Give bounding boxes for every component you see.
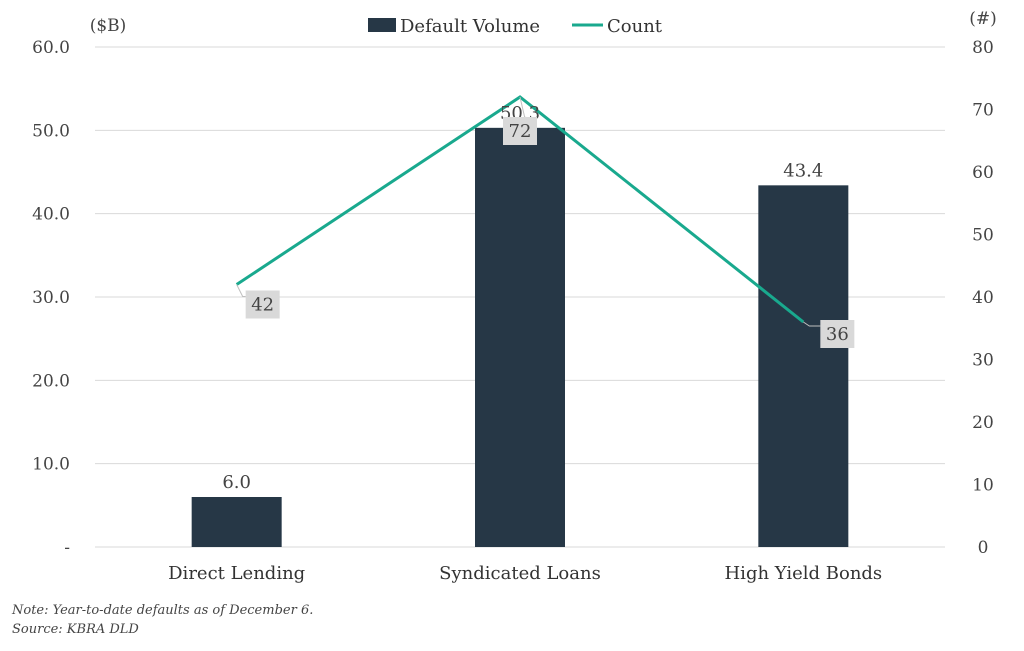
left-axis-unit: ($B) — [90, 16, 127, 36]
right-tick-label: 40 — [972, 288, 994, 308]
count-value-label: 72 — [509, 121, 532, 142]
legend-label-bar: Default Volume — [400, 16, 540, 37]
bars — [191, 127, 849, 548]
category-label: High Yield Bonds — [724, 563, 882, 584]
axes: - 10.0 20.0 30.0 40.0 50.0 60.0 0 10 20 30 40 50 60 70… — [32, 9, 997, 584]
note-text: Note: Year-to-date defaults as of Decemb… — [12, 603, 314, 618]
bar — [758, 185, 849, 548]
count-label-leader — [236, 284, 246, 297]
category-label: Syndicated Loans — [439, 563, 601, 584]
bar-value-label: 6.0 — [222, 472, 251, 493]
legend-label-line: Count — [607, 16, 663, 37]
left-tick-label: 30.0 — [32, 288, 70, 308]
right-tick-label: 60 — [972, 163, 994, 183]
left-tick-label: 10.0 — [32, 455, 70, 475]
right-tick-label: 50 — [972, 226, 994, 246]
right-tick-label: 70 — [972, 101, 994, 121]
count-value-label: 36 — [826, 324, 849, 345]
left-tick-label: 40.0 — [32, 205, 70, 225]
bar — [475, 127, 565, 547]
left-tick-label: - — [64, 538, 70, 558]
right-tick-label: 0 — [978, 538, 989, 558]
bar — [191, 497, 282, 547]
right-tick-label: 10 — [972, 476, 994, 496]
category-label: Direct Lending — [168, 563, 305, 584]
right-tick-label: 30 — [972, 351, 994, 371]
left-tick-label: 20.0 — [32, 371, 70, 391]
legend-swatch-bar — [368, 18, 396, 32]
count-label-box — [820, 320, 855, 348]
source-text: Source: KBRA DLD — [12, 622, 139, 637]
count-value-label: 42 — [251, 295, 274, 316]
right-tick-label: 20 — [972, 413, 994, 433]
left-tick-label: 60.0 — [32, 38, 70, 58]
right-axis-unit: (#) — [969, 9, 997, 29]
count-label-leader — [803, 321, 821, 327]
count-label-box — [245, 290, 280, 319]
left-tick-label: 50.0 — [32, 121, 70, 141]
bar-value-label: 43.4 — [783, 160, 823, 181]
right-tick-label: 80 — [972, 38, 994, 58]
count-label-box — [503, 117, 537, 145]
legend: Default Volume Count — [368, 16, 663, 37]
